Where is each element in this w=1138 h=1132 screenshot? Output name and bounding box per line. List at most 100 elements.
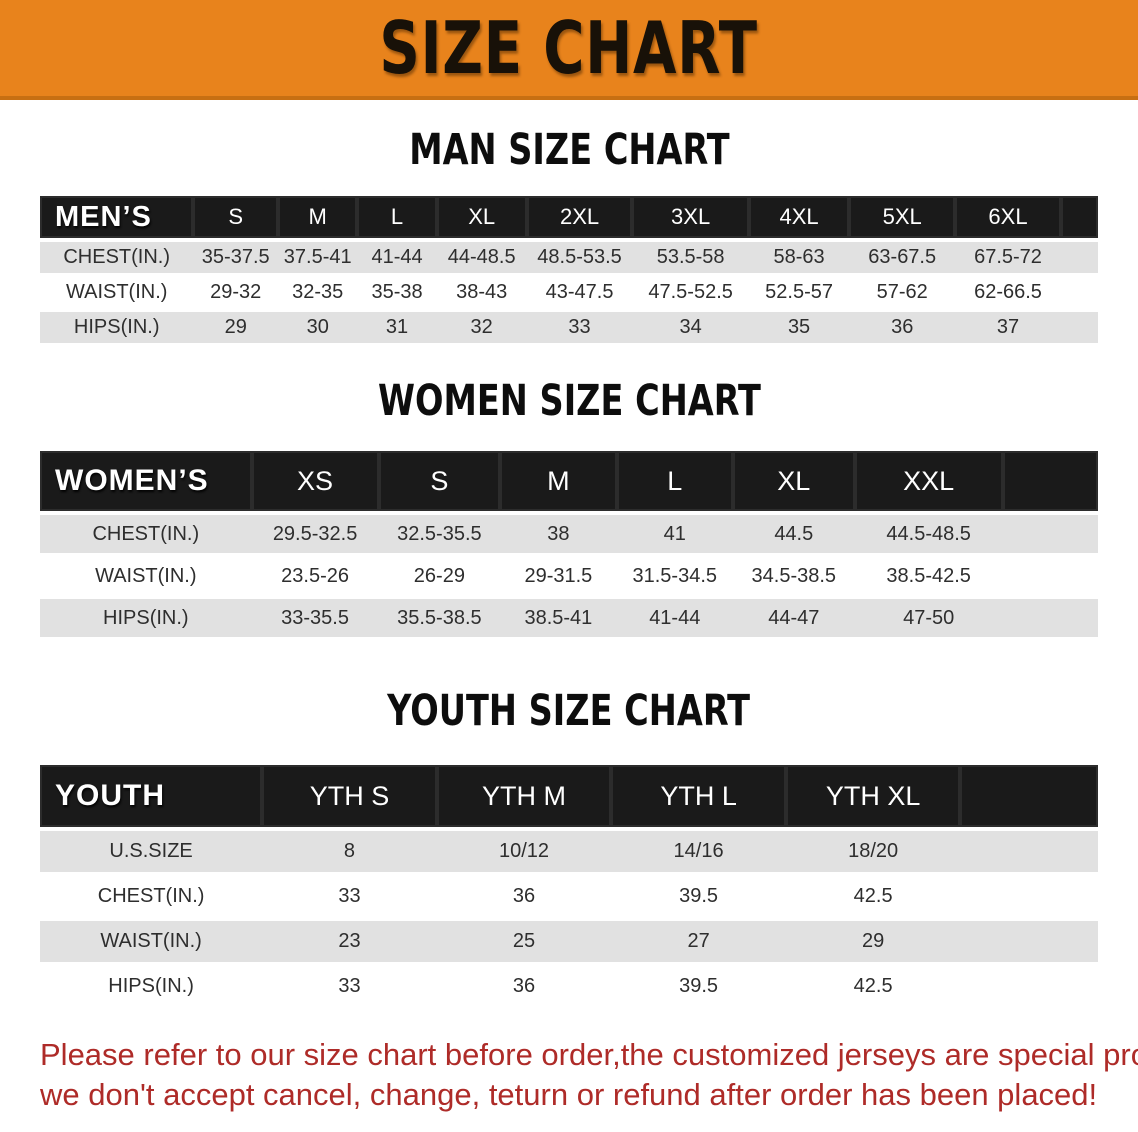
youth-row-label: WAIST(IN.): [40, 921, 263, 962]
men-size-table: MEN’S S M L XL 2XL 3XL 4XL 5XL 6XL CHEST(IN.) 35-37…: [40, 192, 1098, 347]
youth-size-column-header: YTH L: [611, 765, 786, 827]
men-size-column-header: 4XL: [748, 196, 850, 238]
youth-size-cell: 36: [436, 966, 612, 1007]
youth-size-cell: 36: [436, 876, 612, 917]
youth-size-cell: 27: [611, 921, 786, 962]
men-row-label: HIPS(IN.): [40, 312, 194, 343]
youth-size-table: YOUTH YTH S YTH M YTH L YTH XL U.S.SIZE 8 10/12…: [40, 761, 1098, 1011]
youth-size-column-header: YTH XL: [785, 765, 961, 827]
youth-header-spacer: [960, 765, 1098, 827]
men-size-column-header: XL: [436, 196, 527, 238]
men-row-spacer: [1060, 277, 1098, 308]
men-size-cell: 41-44: [357, 242, 437, 273]
women-size-cell: 47-50: [854, 599, 1003, 637]
youth-table: YOUTH YTH S YTH M YTH L YTH XL U.S.SIZE 8 10/12…: [40, 761, 1098, 1011]
men-size-cell: 63-67.5: [849, 242, 956, 273]
men-size-cell: 48.5-53.5: [526, 242, 633, 273]
men-header-spacer: [1060, 196, 1098, 238]
youth-size-cell: 42.5: [785, 876, 961, 917]
youth-row-spacer: [960, 831, 1098, 872]
youth-row-label: U.S.SIZE: [40, 831, 263, 872]
men-size-cell: 37.5-41: [278, 242, 358, 273]
men-size-cell: 35-38: [357, 277, 437, 308]
men-size-cell: 37: [955, 312, 1061, 343]
women-size-cell: 44.5: [732, 515, 855, 553]
women-row-spacer: [1002, 557, 1098, 595]
youth-size-cell: 14/16: [611, 831, 786, 872]
banner-title: SIZE CHART: [379, 6, 759, 90]
women-row-spacer: [1002, 515, 1098, 553]
youth-table-row: U.S.SIZE 8 10/12 14/16 18/20: [40, 831, 1098, 872]
youth-size-cell: 29: [785, 921, 961, 962]
men-row-spacer: [1060, 312, 1098, 343]
men-size-cell: 31: [357, 312, 437, 343]
men-row-spacer: [1060, 242, 1098, 273]
men-size-cell: 62-66.5: [955, 277, 1061, 308]
women-size-cell: 33-35.5: [251, 599, 379, 637]
youth-row-spacer: [960, 876, 1098, 917]
men-size-cell: 35-37.5: [193, 242, 279, 273]
men-header-row: MEN’S S M L XL 2XL 3XL 4XL 5XL 6XL: [40, 196, 1098, 238]
men-size-column-header: 2XL: [526, 196, 633, 238]
youth-row-label: HIPS(IN.): [40, 966, 263, 1007]
men-size-cell: 43-47.5: [526, 277, 633, 308]
men-size-cell: 29-32: [193, 277, 279, 308]
men-size-cell: 47.5-52.5: [632, 277, 749, 308]
youth-size-cell: 33: [262, 876, 437, 917]
men-size-column-header: M: [278, 196, 358, 238]
youth-heading-text: YOUTH SIZE CHART: [387, 686, 751, 736]
men-table-row: WAIST(IN.) 29-32 32-35 35-38 38-43 43-47.5 47.…: [40, 277, 1098, 308]
women-size-column-header: L: [616, 451, 733, 511]
men-size-cell: 58-63: [748, 242, 850, 273]
women-row-label: HIPS(IN.): [40, 599, 252, 637]
men-header-label: MEN’S: [40, 196, 194, 238]
youth-size-cell: 18/20: [785, 831, 961, 872]
youth-header-row: YOUTH YTH S YTH M YTH L YTH XL: [40, 765, 1098, 827]
women-size-cell: 31.5-34.5: [616, 557, 733, 595]
women-header-row: WOMEN’S XS S M L XL XXL: [40, 451, 1098, 511]
men-size-cell: 35: [748, 312, 850, 343]
youth-row-spacer: [960, 966, 1098, 1007]
men-size-cell: 57-62: [849, 277, 956, 308]
youth-size-cell: 8: [262, 831, 437, 872]
women-header-spacer: [1002, 451, 1098, 511]
youth-size-cell: 42.5: [785, 966, 961, 1007]
men-size-column-header: L: [357, 196, 437, 238]
men-size-column-header: 6XL: [955, 196, 1061, 238]
women-size-column-header: M: [500, 451, 617, 511]
women-size-cell: 44.5-48.5: [854, 515, 1003, 553]
women-size-column-header: XS: [251, 451, 379, 511]
youth-row-label: CHEST(IN.): [40, 876, 263, 917]
youth-table-row: WAIST(IN.) 23 25 27 29: [40, 921, 1098, 962]
women-size-cell: 41: [616, 515, 733, 553]
men-size-cell: 67.5-72: [955, 242, 1061, 273]
women-header-label: WOMEN’S: [40, 451, 252, 511]
women-table-row: CHEST(IN.) 29.5-32.5 32.5-35.5 38 41 44.5 44.5…: [40, 515, 1098, 553]
men-row-label: WAIST(IN.): [40, 277, 194, 308]
men-size-cell: 38-43: [436, 277, 527, 308]
men-size-cell: 33: [526, 312, 633, 343]
men-size-cell: 53.5-58: [632, 242, 749, 273]
women-size-column-header: XL: [732, 451, 855, 511]
youth-size-cell: 10/12: [436, 831, 612, 872]
notice-line-2: we don't accept cancel, change, teturn o…: [40, 1077, 1098, 1112]
youth-size-cell: 33: [262, 966, 437, 1007]
women-size-cell: 29.5-32.5: [251, 515, 379, 553]
men-row-label: CHEST(IN.): [40, 242, 194, 273]
youth-size-cell: 25: [436, 921, 612, 962]
notice-line-1: Please refer to our size chart before or…: [40, 1037, 1138, 1072]
men-section-heading: MAN SIZE CHART: [0, 124, 1138, 176]
women-size-cell: 38: [500, 515, 617, 553]
youth-size-cell: 39.5: [611, 876, 786, 917]
women-heading-text: WOMEN SIZE CHART: [377, 376, 761, 426]
women-size-cell: 38.5-41: [500, 599, 617, 637]
women-size-column-header: XXL: [854, 451, 1003, 511]
men-size-cell: 32: [436, 312, 527, 343]
men-size-cell: 32-35: [278, 277, 358, 308]
women-section-heading: WOMEN SIZE CHART: [0, 375, 1138, 427]
youth-size-cell: 39.5: [611, 966, 786, 1007]
women-size-cell: 29-31.5: [500, 557, 617, 595]
order-notice: Please refer to our size chart before or…: [40, 1035, 1138, 1115]
women-table: WOMEN’S XS S M L XL XXL CHEST(IN.) 29.5-32.5 32.5…: [40, 447, 1098, 641]
